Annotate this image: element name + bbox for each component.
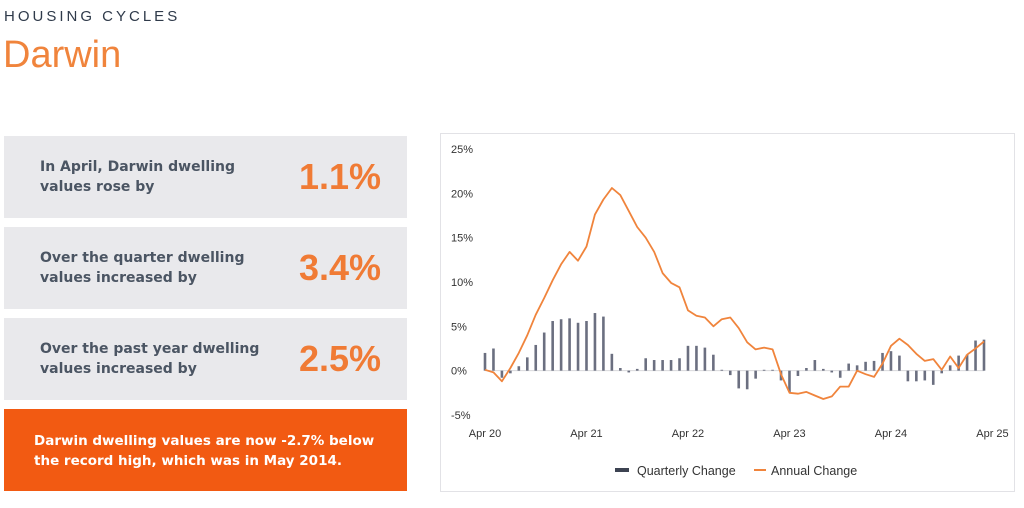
annual-change-line	[484, 187, 985, 400]
quarterly-change-bar	[889, 351, 893, 371]
quarterly-change-bar	[796, 370, 800, 376]
quarterly-change-bar	[940, 370, 944, 374]
quarterly-change-bar	[720, 369, 724, 371]
y-axis-labels: 25% 20% 15% 10% 5% 0% -5%	[451, 144, 473, 422]
y-tick-label: -5%	[451, 410, 471, 422]
page-title: Darwin	[3, 34, 122, 76]
quarterly-change-bar	[542, 332, 546, 371]
quarterly-change-bar	[483, 352, 487, 371]
quarterly-change-bar	[838, 370, 842, 378]
stat-card-quarter-value: 3.4%	[298, 247, 381, 288]
stat-card-year: Over the past year dwelling values incre…	[4, 318, 407, 400]
y-tick-label: 10%	[451, 277, 473, 289]
quarterly-change-bar	[788, 370, 791, 392]
stat-card-month-text: In April, Darwin dwelling values rose by	[40, 159, 235, 195]
quarterly-change-bar	[695, 345, 698, 371]
quarterly-change-bar	[847, 363, 850, 371]
quarterly-change-bar	[931, 370, 935, 385]
quarterly-change-bar	[534, 344, 538, 371]
annual-change-series-line	[484, 187, 985, 400]
quarterly-change-bar	[872, 360, 876, 371]
stat-card-year-text: Over the past year dwelling values incre…	[40, 341, 260, 377]
legend-swatch-quarterly	[615, 468, 629, 472]
quarterly-change-bar	[948, 365, 952, 371]
quarterly-change-bar	[627, 370, 631, 373]
quarterly-change-bar	[712, 354, 715, 371]
legend-label-quarterly: Quarterly Change	[637, 464, 736, 478]
quarterly-change-bar	[728, 370, 732, 376]
quarterly-change-bar	[923, 370, 927, 381]
quarterly-change-bar	[619, 368, 622, 371]
quarterly-change-bar	[610, 353, 614, 371]
x-tick-label: Apr 22	[672, 428, 704, 440]
quarterly-change-bar	[602, 316, 605, 371]
quarterly-change-bar	[703, 347, 707, 371]
quarterly-change-bar	[864, 361, 867, 371]
quarterly-change-bar	[754, 370, 757, 379]
y-tick-label: 25%	[451, 144, 473, 156]
quarterly-change-bar	[805, 368, 808, 371]
quarterly-change-bar	[500, 370, 504, 378]
quarterly-change-bar	[830, 370, 834, 373]
quarterly-change-bar	[822, 368, 825, 371]
quarterly-change-bar	[745, 370, 749, 390]
quarterly-change-bar	[771, 369, 774, 371]
quarterly-change-bar	[686, 345, 690, 371]
record-high-note-text: Darwin dwelling values are now -2.7% bel…	[34, 433, 375, 469]
quarterly-change-bar	[635, 368, 639, 371]
quarterly-change-bar	[568, 318, 571, 371]
quarterly-change-bar	[559, 319, 563, 371]
quarterly-change-bar	[737, 370, 741, 389]
chart-svg: 25%20%15%10%5%0%-5% Apr 20 Apr 21 Apr 22 Ap…	[451, 144, 1009, 478]
quarterly-change-bar	[678, 358, 681, 371]
quarterly-change-bar	[898, 355, 901, 371]
quarterly-change-bar	[669, 360, 673, 371]
quarterly-change-bar	[855, 365, 859, 371]
quarterly-change-bar	[517, 366, 521, 371]
quarterly-change-bar	[661, 360, 664, 371]
quarterly-change-bar	[957, 355, 960, 371]
x-tick-label: Apr 21	[570, 428, 602, 440]
x-tick-label: Apr 23	[773, 428, 805, 440]
stat-card-year-value: 2.5%	[298, 338, 381, 379]
legend-label-annual: Annual Change	[771, 464, 857, 478]
quarterly-change-bar	[652, 360, 656, 371]
quarterly-change-bar	[906, 370, 910, 382]
quarterly-change-bars	[483, 313, 986, 392]
housing-cycle-chart: 25% 20% 15% 10% 5% 0% -5% Apr 20 Apr 21 Apr 22 Ap…	[440, 133, 1015, 492]
y-tick-label: 5%	[451, 321, 467, 333]
stat-card-quarter: Over the quarter dwelling values increas…	[4, 227, 407, 309]
quarterly-change-bar	[974, 340, 977, 371]
quarterly-change-bar	[551, 321, 554, 371]
quarterly-change-bar	[576, 322, 580, 371]
stat-card-month-value: 1.1%	[298, 156, 381, 197]
x-tick-label: Apr 24	[875, 428, 907, 440]
x-axis-labels: Apr 20 Apr 21 Apr 22 Apr 23 Apr 24 Apr 25	[469, 428, 1009, 440]
x-tick-label: Apr 20	[469, 428, 501, 440]
chart-legend: Quarterly Change Annual Change	[615, 464, 857, 478]
y-tick-label: 0%	[451, 366, 467, 378]
quarterly-change-bar	[813, 360, 817, 371]
stat-card-quarter-text: Over the quarter dwelling values increas…	[40, 250, 245, 286]
quarterly-change-bar	[492, 348, 495, 371]
quarterly-change-bar	[644, 358, 647, 371]
quarterly-change-bar	[593, 313, 597, 371]
quarterly-change-bar	[585, 321, 588, 371]
quarterly-change-bar	[965, 354, 969, 371]
stat-card-month: In April, Darwin dwelling values rose by…	[4, 136, 407, 218]
section-eyebrow: HOUSING CYCLES	[4, 8, 181, 25]
quarterly-change-bar	[525, 357, 529, 371]
y-tick-label: 20%	[451, 188, 473, 200]
x-tick-label: Apr 25	[976, 428, 1008, 440]
record-high-note: Darwin dwelling values are now -2.7% bel…	[4, 409, 407, 491]
quarterly-change-bar	[762, 369, 766, 371]
quarterly-change-bar	[509, 370, 512, 374]
y-tick-label: 15%	[451, 233, 473, 245]
quarterly-change-bar	[982, 339, 986, 371]
quarterly-change-bar	[915, 370, 918, 382]
